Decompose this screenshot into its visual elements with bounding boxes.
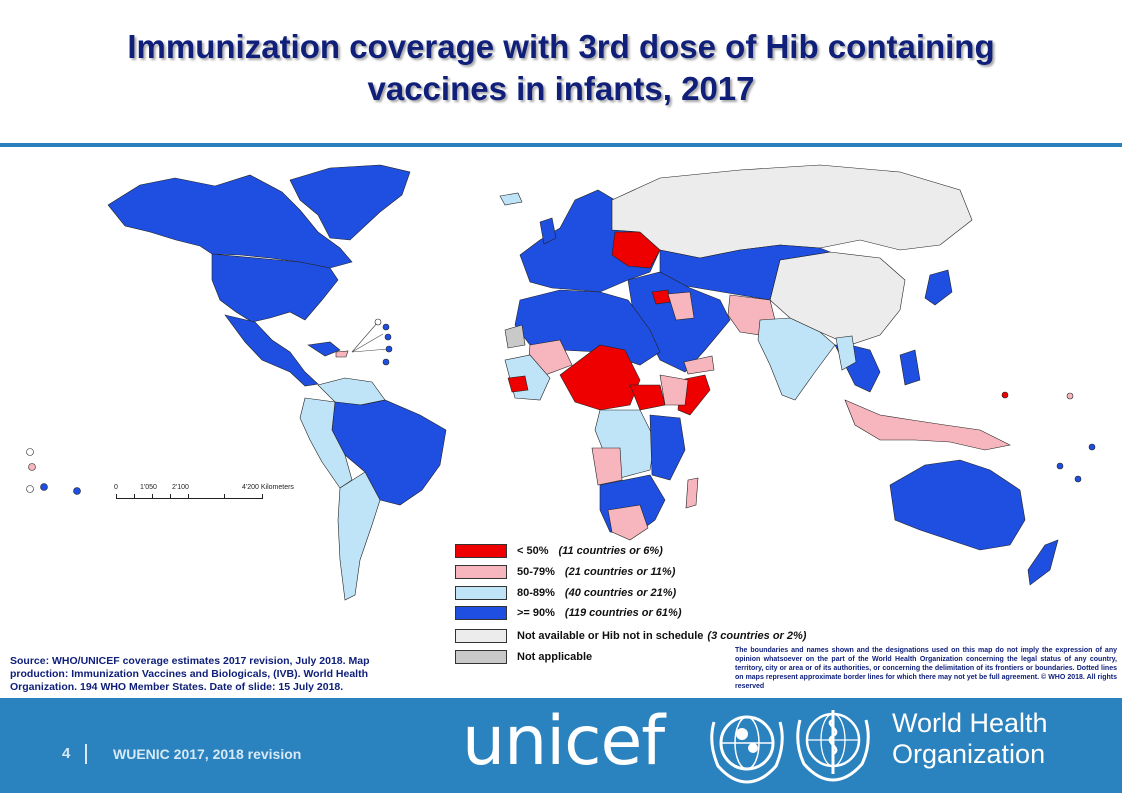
world-map <box>26 164 1096 601</box>
legend-item-80-89: 80-89% (40 countries or 21%) <box>455 585 676 601</box>
legend-label: 50-79% <box>517 566 555 578</box>
title-line-1: Immunization coverage with 3rd dose of H… <box>127 28 995 65</box>
legend-note: (119 countries or 61%) <box>564 607 682 619</box>
region-southern-cone <box>337 471 381 601</box>
disclaimer-note: The boundaries and names shown and the d… <box>735 647 1117 690</box>
region-iceland <box>499 192 523 206</box>
region-australia <box>889 459 1026 551</box>
region-greenland <box>289 164 411 241</box>
region-yemen <box>683 355 715 375</box>
legend-item-lt50: < 50% (11 countries or 6%) <box>455 543 663 559</box>
region-ethiopia <box>659 374 689 406</box>
legend-note: (40 countries or 21%) <box>564 587 677 599</box>
who-logo-text: World Health Organization <box>892 708 1048 770</box>
legend-item-50-79: 50-79% (21 countries or 11%) <box>455 564 675 580</box>
caribbean-island-markers <box>351 318 393 366</box>
who-emblem-icon <box>796 710 870 782</box>
legend-swatch-lt50 <box>455 544 507 558</box>
title-line-2: vaccines in infants, 2017 <box>367 70 755 107</box>
legend-swatch-80-89 <box>455 586 507 600</box>
region-mexico-central-america <box>224 314 319 387</box>
region-western-sahara <box>504 324 526 349</box>
footer-bar <box>0 698 1122 793</box>
scale-label-2100: 2'100 <box>172 484 189 491</box>
region-angola <box>591 447 623 486</box>
region-usa <box>211 253 339 323</box>
legend-label: 80-89% <box>517 587 555 599</box>
scale-bar-line <box>116 498 262 499</box>
unicef-logo-text: unicef <box>462 702 665 781</box>
region-caribbean <box>307 341 341 357</box>
legend-swatch-not-available <box>455 629 507 643</box>
region-japan <box>924 269 953 306</box>
scale-tick <box>116 494 117 499</box>
region-new-zealand <box>1027 539 1059 586</box>
source-note: Source: WHO/UNICEF coverage estimates 20… <box>10 655 370 693</box>
scale-tick <box>262 494 263 499</box>
scale-tick <box>188 494 189 499</box>
legend-swatch-ge90 <box>455 606 507 620</box>
who-logo-line-1: World Health <box>892 708 1048 738</box>
region-east-africa <box>649 414 686 481</box>
title-divider <box>0 143 1122 147</box>
region-haiti <box>335 350 349 358</box>
map-title: Immunization coverage with 3rd dose of H… <box>0 26 1122 110</box>
scale-tick <box>134 494 135 499</box>
legend-swatch-50-79 <box>455 565 507 579</box>
scale-tick <box>224 494 225 499</box>
legend-note: (21 countries or 11%) <box>564 566 676 578</box>
legend-item-ge90: >= 90% (119 countries or 61%) <box>455 605 681 621</box>
legend-label: Not available or Hib not in schedule <box>517 630 704 642</box>
region-china <box>769 251 906 346</box>
legend-item-not-applicable: Not applicable <box>455 649 592 665</box>
pacific-island-markers <box>26 391 1096 495</box>
region-philippines <box>899 349 921 386</box>
legend-note: (11 countries or 6%) <box>558 545 663 557</box>
scale-tick <box>152 494 153 499</box>
region-iraq-region <box>667 291 695 321</box>
unicef-emblem-icon <box>710 715 784 784</box>
region-south-africa <box>607 504 649 541</box>
region-canada <box>107 174 353 269</box>
region-madagascar <box>685 477 699 509</box>
region-guinea <box>507 375 529 393</box>
legend-swatch-not-applicable <box>455 650 507 664</box>
legend-label: >= 90% <box>517 607 555 619</box>
scale-bar: 0 1'050 2'100 4'200 Kilometers <box>112 484 302 508</box>
scale-tick <box>170 494 171 499</box>
footer-caption: WUENIC 2017, 2018 revision <box>113 746 302 762</box>
legend-label: < 50% <box>517 545 549 557</box>
region-uk <box>539 217 557 245</box>
scale-label-1050: 1'050 <box>140 484 157 491</box>
who-logo-line-2: Organization <box>892 739 1046 769</box>
legend-note: (3 countries or 2%) <box>707 630 807 642</box>
legend-item-not-available: Not available or Hib not in schedule (3 … <box>455 628 806 644</box>
region-south-sudan <box>629 384 666 411</box>
legend-label: Not applicable <box>517 651 593 663</box>
scale-label-4200: 4'200 Kilometers <box>242 484 294 491</box>
slide-number: 4 <box>62 745 71 762</box>
region-india <box>757 317 836 401</box>
scale-label-0: 0 <box>114 484 118 491</box>
footer-separator <box>85 744 87 764</box>
region-myanmar <box>835 335 857 371</box>
region-russia <box>611 164 973 259</box>
region-indonesia <box>844 399 1011 451</box>
region-syria <box>651 289 671 305</box>
